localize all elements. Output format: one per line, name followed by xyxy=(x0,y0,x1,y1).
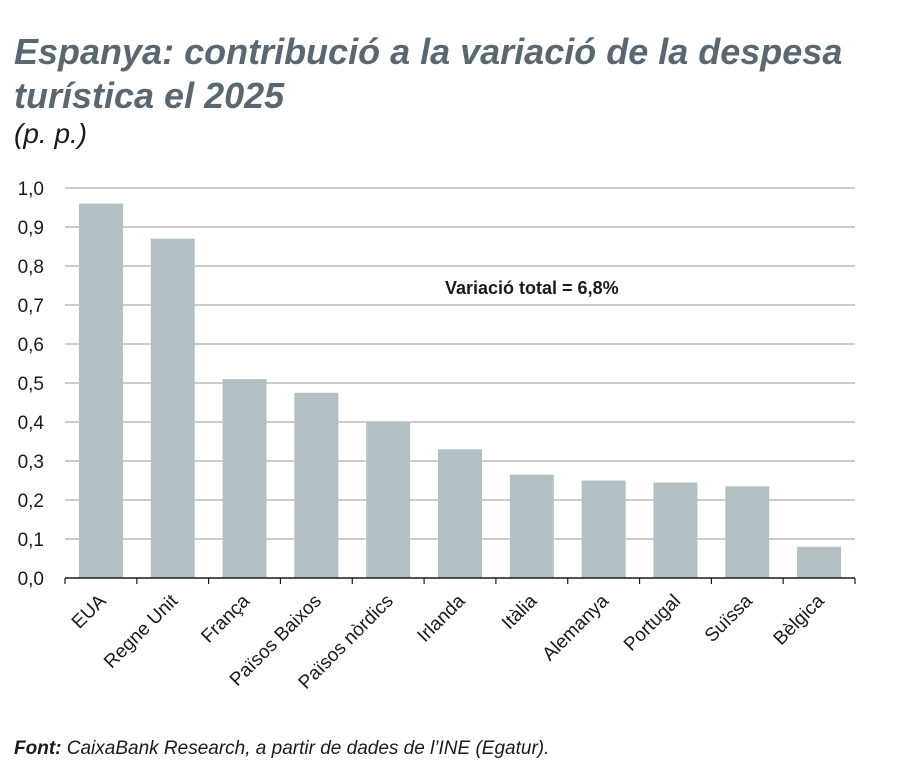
y-tick-labels: 0,0 0,1 0,2 0,3 0,4 0,5 0,6 0,7 0,8 0,9 1,0 xyxy=(18,179,45,590)
chart-subtitle-unit: (p. p.) xyxy=(14,118,88,149)
bar-bèlgica xyxy=(797,546,842,578)
y-tick-label: 0,8 xyxy=(18,257,44,278)
bar-chart: 0,0 0,1 0,2 0,3 0,4 0,5 0,6 0,7 0,8 0,9 1,0 EUAReg… xyxy=(18,179,856,694)
x-tick-label: EUA xyxy=(68,590,111,633)
bar-frança xyxy=(222,379,267,578)
bar-itàlia xyxy=(509,474,554,578)
y-tick-label: 0,5 xyxy=(18,374,44,395)
x-tick-label: Irlanda xyxy=(414,590,470,646)
axes xyxy=(64,577,856,584)
y-tick-label: 0,2 xyxy=(18,491,44,512)
y-tick-label: 0,0 xyxy=(18,569,44,590)
bar-regne-unit xyxy=(150,238,195,578)
bar-eua xyxy=(78,203,123,578)
y-tick-label: 0,4 xyxy=(18,413,45,434)
bar-suïssa xyxy=(725,486,770,578)
y-tick-label: 0,9 xyxy=(18,218,44,239)
bars xyxy=(78,203,842,578)
y-tick-label: 1,0 xyxy=(18,179,44,200)
source-note: Font: CaixaBank Research, a partir de da… xyxy=(14,738,549,760)
x-tick-label: Alemanya xyxy=(539,590,614,665)
bar-portugal xyxy=(653,482,698,578)
source-text: CaixaBank Research, a partir de dades de… xyxy=(66,738,550,759)
source-label: Font: xyxy=(14,738,62,759)
x-tick-label: Itàlia xyxy=(498,590,542,634)
x-tick-label: Regne Unit xyxy=(100,590,183,673)
gridlines xyxy=(65,187,855,540)
total-variation-annotation: Variació total = 6,8% xyxy=(445,278,619,298)
x-tick-label: Bèlgica xyxy=(770,590,829,649)
y-tick-label: 0,1 xyxy=(18,530,44,551)
bar-països-baixos xyxy=(294,392,339,578)
x-tick-label: Portugal xyxy=(620,591,685,656)
y-tick-label: 0,7 xyxy=(18,296,44,317)
bar-irlanda xyxy=(438,449,482,578)
x-tick-label: Suïssa xyxy=(701,590,757,646)
chart-title: Espanya: contribució a la variació de la… xyxy=(14,31,843,116)
bar-alemanya xyxy=(581,480,626,578)
bar-països-nòrdics xyxy=(366,422,411,578)
y-tick-label: 0,3 xyxy=(18,452,44,473)
x-tick-label: França xyxy=(197,590,254,647)
y-tick-label: 0,6 xyxy=(18,335,44,356)
